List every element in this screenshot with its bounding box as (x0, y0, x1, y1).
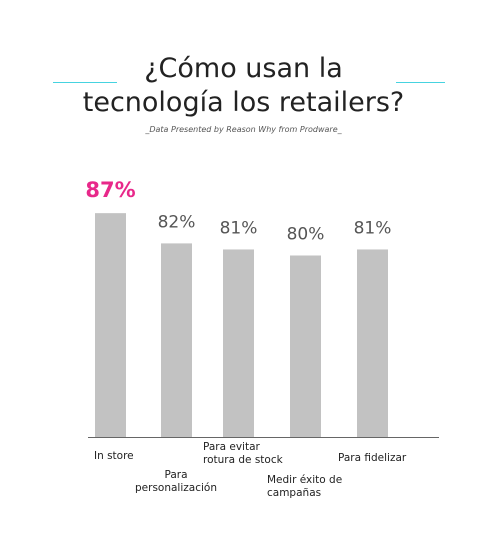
bar (357, 249, 388, 437)
bar (223, 249, 254, 437)
tick-label: Para fidelizar (338, 452, 407, 464)
data-label: 81% (220, 218, 258, 238)
accent-line-left (53, 82, 117, 83)
data-label: 81% (354, 218, 392, 238)
bar (290, 255, 321, 437)
data-label: 82% (158, 212, 196, 232)
chart-title-line-1: ¿Cómo usan la (144, 53, 343, 84)
tick-label: Medir éxito de campañas (267, 474, 342, 499)
chart-title-line-2: tecnología los retailers? (82, 87, 405, 118)
chart-subtitle: _Data Presented by Reason Why from Prodw… (145, 125, 342, 134)
tick-label: Para evitar rotura de stock (203, 441, 284, 466)
bar (95, 213, 126, 437)
data-label: 87% (85, 178, 135, 202)
accent-line-right (396, 82, 445, 83)
tick-label: In store (94, 450, 134, 462)
data-label: 80% (287, 225, 325, 245)
bar (161, 243, 192, 437)
tick-label: Para personalización (135, 469, 217, 494)
